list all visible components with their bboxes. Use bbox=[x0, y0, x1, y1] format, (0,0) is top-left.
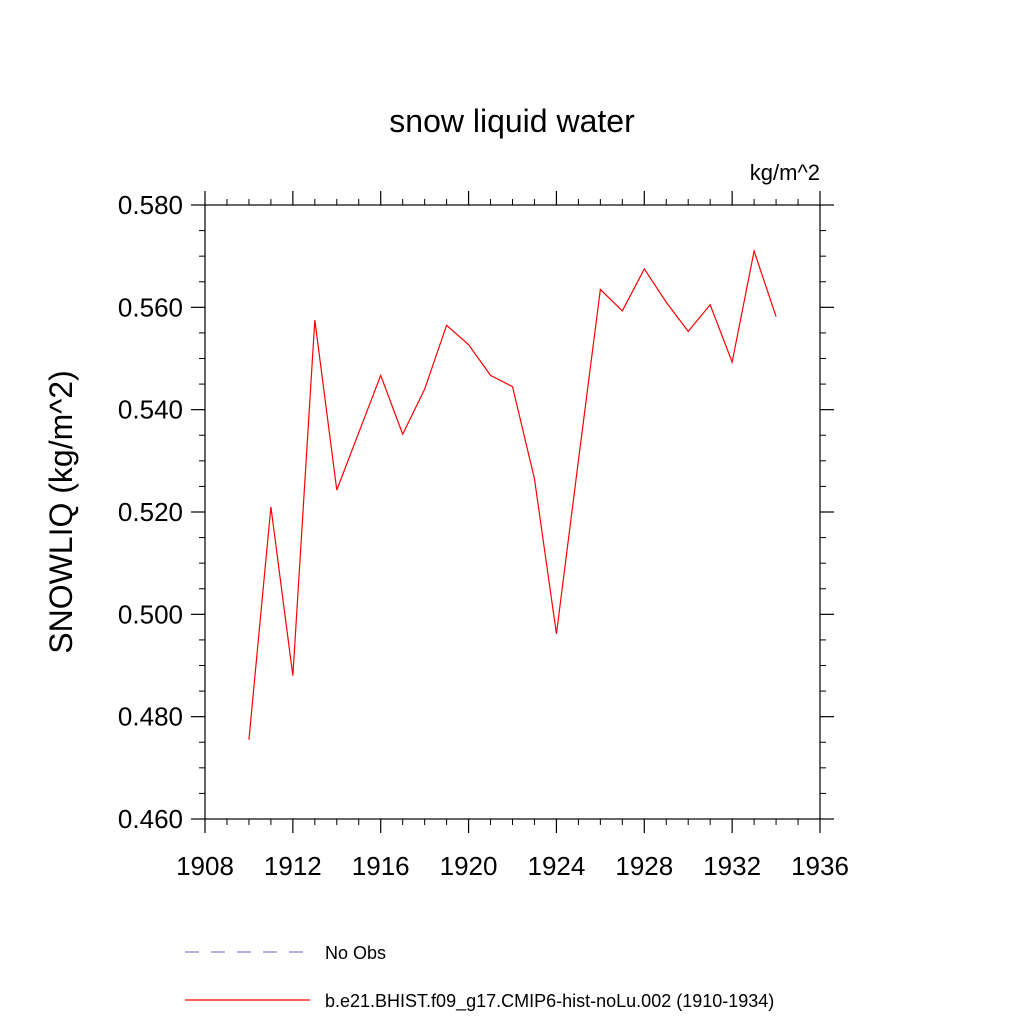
chart-title: snow liquid water bbox=[389, 103, 635, 139]
y-tick-labels: 0.460 0.480 0.500 0.520 0.540 0.560 0.580 bbox=[118, 190, 183, 834]
y-tick-label: 0.580 bbox=[118, 190, 183, 220]
y-tick-label: 0.480 bbox=[118, 702, 183, 732]
units-label: kg/m^2 bbox=[750, 160, 820, 185]
x-tick-label: 1920 bbox=[440, 851, 498, 881]
x-tick-label: 1932 bbox=[703, 851, 761, 881]
x-tick-label: 1908 bbox=[176, 851, 234, 881]
series-line bbox=[248, 248, 777, 740]
x-tick-labels: 1908 1912 1916 1920 1924 1928 1932 1936 bbox=[176, 851, 849, 881]
plot-frame bbox=[204, 204, 821, 820]
x-tick-label: 1936 bbox=[791, 851, 849, 881]
y-tick-label: 0.540 bbox=[118, 395, 183, 425]
y-tick-label: 0.500 bbox=[118, 599, 183, 629]
y-tick-label: 0.520 bbox=[118, 497, 183, 527]
y-tick-label: 0.460 bbox=[118, 804, 183, 834]
axis-ticks bbox=[191, 191, 834, 833]
series-layer bbox=[248, 248, 777, 740]
y-tick-label: 0.560 bbox=[118, 292, 183, 322]
x-tick-label: 1912 bbox=[264, 851, 322, 881]
x-tick-label: 1916 bbox=[352, 851, 410, 881]
x-tick-label: 1928 bbox=[615, 851, 673, 881]
y-axis-label: SNOWLIQ (kg/m^2) bbox=[43, 370, 79, 653]
legend-label: No Obs bbox=[325, 943, 386, 963]
legend-label: b.e21.BHIST.f09_g17.CMIP6-hist-noLu.002 … bbox=[325, 991, 774, 1012]
x-tick-label: 1924 bbox=[528, 851, 586, 881]
legend: No Obs b.e21.BHIST.f09_g17.CMIP6-hist-noL… bbox=[185, 943, 774, 1012]
